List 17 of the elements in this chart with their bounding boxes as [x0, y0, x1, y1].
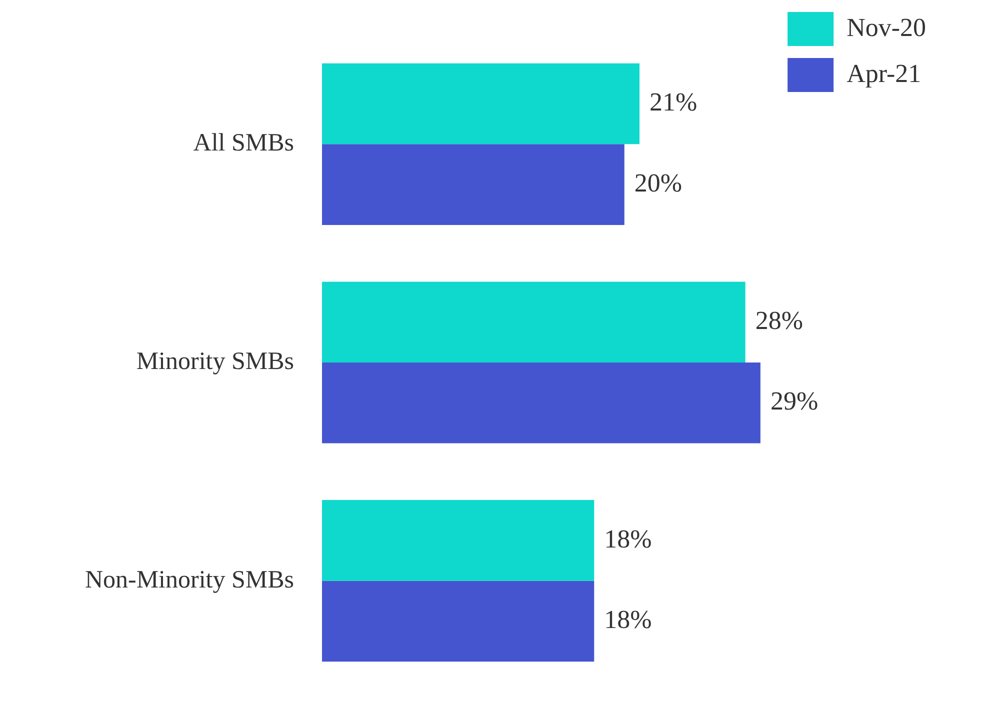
data-label: 20%	[634, 168, 682, 198]
legend-label: Apr-21	[846, 58, 922, 88]
legend-label: Nov-20	[846, 12, 926, 42]
y-tick-label: Minority SMBs	[136, 348, 294, 376]
y-tick-label: All SMBs	[193, 130, 294, 157]
data-label: 21%	[649, 88, 698, 117]
bar	[322, 580, 594, 662]
data-label: 29%	[770, 386, 818, 416]
bar	[322, 500, 594, 581]
bar	[322, 63, 640, 144]
data-label: 18%	[604, 524, 652, 554]
bar	[322, 144, 624, 225]
data-label: 28%	[755, 306, 803, 335]
data-label: 18%	[604, 605, 652, 634]
bar	[322, 282, 746, 362]
bar	[322, 362, 760, 444]
y-tick-label: Non-Minority SMBs	[84, 566, 294, 594]
